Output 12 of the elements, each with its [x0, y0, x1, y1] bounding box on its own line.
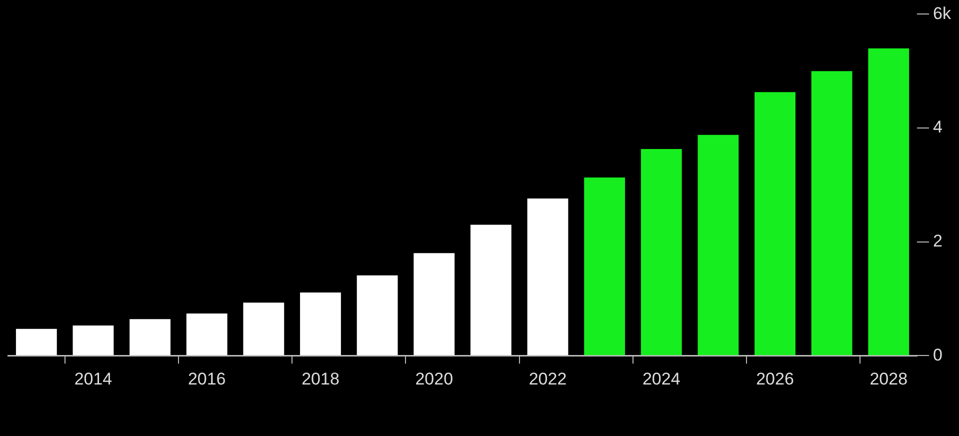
- y-tick-label: 6k: [933, 4, 952, 23]
- x-tick-label: 2020: [415, 369, 454, 388]
- x-tick-label: 2016: [188, 369, 226, 388]
- x-tick-label: 2026: [756, 369, 794, 388]
- x-tick-label: 2024: [642, 369, 680, 388]
- y-tick-label: 0: [933, 345, 943, 364]
- x-tick-label: 2022: [528, 369, 567, 388]
- x-tick-label: 2018: [302, 369, 340, 388]
- x-tick-label: 2014: [74, 369, 112, 388]
- y-tick-label: 2: [933, 231, 943, 250]
- y-tick-label: 4: [933, 118, 943, 137]
- x-tick-label: 2028: [870, 369, 908, 388]
